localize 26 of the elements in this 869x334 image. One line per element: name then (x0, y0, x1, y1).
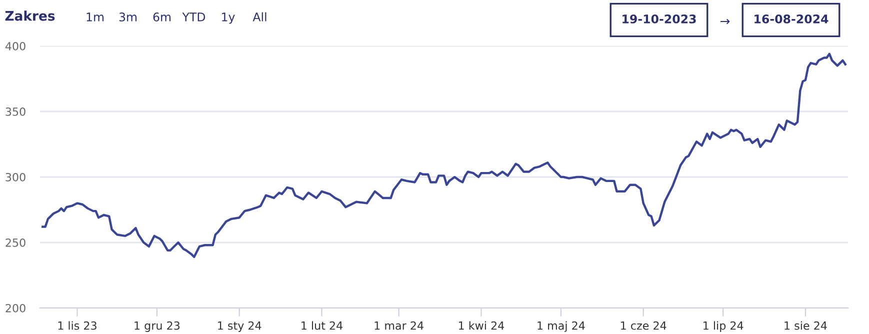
line-series (42, 52, 846, 258)
text: 1y (222, 12, 235, 24)
text: → (720, 18, 730, 24)
y-tick-label: 350 (6, 107, 26, 116)
x-tick-label: 1 cze 24 (621, 321, 666, 330)
x-tick-label: 1 lis 23 (58, 321, 96, 330)
x-tick-label: 1 kwi 24 (458, 321, 504, 330)
y-tick-label: 250 (6, 238, 26, 247)
text: 19-10-2023 (622, 14, 696, 24)
x-tick-label: 1 mar 24 (374, 321, 424, 330)
text: YTD (182, 12, 206, 22)
y-tick-label: 300 (6, 172, 26, 182)
text: 6m (153, 12, 171, 22)
x-tick-label: 1 maj 24 (538, 321, 585, 332)
x-tick-label: 1 sie 24 (784, 321, 827, 330)
text: 3m (119, 12, 137, 22)
text: All (252, 12, 266, 22)
x-tick-label: 1 lip 24 (704, 321, 744, 332)
x-tick-label: 1 gru 23 (134, 321, 180, 332)
text: 16-08-2024 (754, 14, 828, 24)
text: Zakres (5, 10, 55, 21)
y-tick-label: 400 (5, 42, 26, 50)
x-tick-label: 1 sty 24 (218, 321, 262, 332)
text: 1m (86, 12, 104, 22)
y-tick-label: 200 (6, 304, 26, 312)
x-tick-label: 1 lut 24 (302, 321, 342, 330)
